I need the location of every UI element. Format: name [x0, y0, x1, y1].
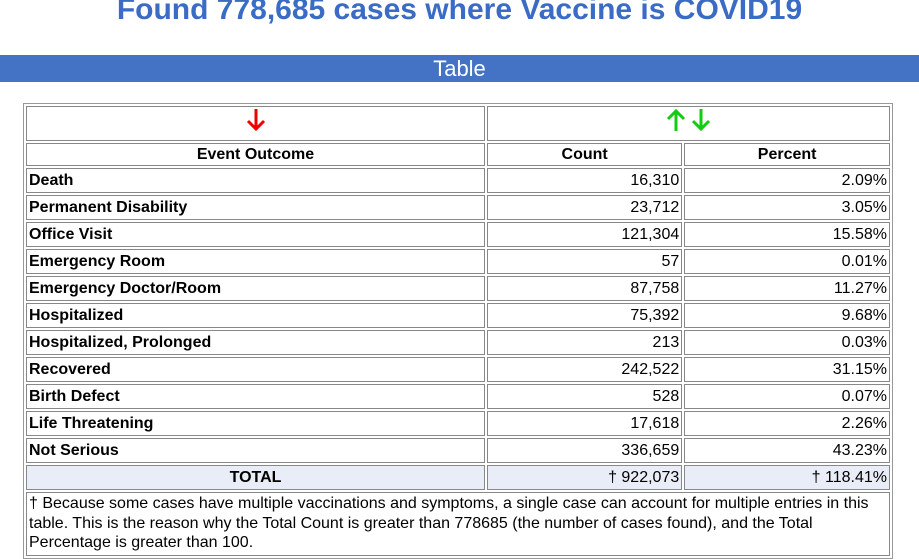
total-label: TOTAL: [26, 465, 485, 490]
data-row: Recovered 242,522 31.15%: [26, 357, 890, 382]
sort-row: [26, 106, 890, 141]
value-cell: 87,758: [487, 276, 683, 301]
outcome-cell: Life Threatening: [26, 411, 485, 436]
outcome-cell: Hospitalized: [26, 303, 485, 328]
column-header: Count: [487, 143, 683, 166]
data-row: Office Visit 121,304 15.58%: [26, 222, 890, 247]
value-cell: 57: [487, 249, 683, 274]
value-cell: 16,310: [487, 168, 683, 193]
value-cell: 17,618: [487, 411, 683, 436]
column-header: Event Outcome: [26, 143, 485, 166]
data-row: Hospitalized, Prolonged 213 0.03%: [26, 330, 890, 355]
value-cell: 75,392: [487, 303, 683, 328]
table-body: Event Outcome Count Percent Death 16,310 2.09…: [26, 106, 890, 556]
header-row: Event Outcome Count Percent: [26, 143, 890, 166]
value-cell: 121,304: [487, 222, 683, 247]
value-cell: 23,712: [487, 195, 683, 220]
sort-desc-icon[interactable]: [246, 107, 266, 133]
total-value: † 922,073: [487, 465, 683, 490]
value-cell: 2.09%: [684, 168, 890, 193]
outcome-cell: Emergency Room: [26, 249, 485, 274]
total-value: † 118.41%: [684, 465, 890, 490]
value-cell: 0.01%: [684, 249, 890, 274]
total-row: TOTAL † 922,073 † 118.41%: [26, 465, 890, 490]
footnote-row: † Because some cases have multiple vacci…: [26, 492, 890, 556]
value-cell: 242,522: [487, 357, 683, 382]
outcome-cell: Hospitalized, Prolonged: [26, 330, 485, 355]
outcome-cell: Recovered: [26, 357, 485, 382]
outcome-cell: Not Serious: [26, 438, 485, 463]
data-row: Emergency Room 57 0.01%: [26, 249, 890, 274]
value-cell: 15.58%: [684, 222, 890, 247]
value-cell: 9.68%: [684, 303, 890, 328]
data-row: Emergency Doctor/Room 87,758 11.27%: [26, 276, 890, 301]
value-cell: 2.26%: [684, 411, 890, 436]
page-title: Found 778,685 cases where Vaccine is COV…: [116, 0, 803, 26]
data-row: Not Serious 336,659 43.23%: [26, 438, 890, 463]
data-row: Life Threatening 17,618 2.26%: [26, 411, 890, 436]
outcome-cell: Permanent Disability: [26, 195, 485, 220]
table-frame: Event Outcome Count Percent Death 16,310 2.09…: [23, 103, 893, 559]
value-cell: 0.03%: [684, 330, 890, 355]
results-table: Event Outcome Count Percent Death 16,310 2.09…: [24, 104, 892, 558]
footnote: † Because some cases have multiple vacci…: [26, 492, 890, 556]
value-cell: 43.23%: [684, 438, 890, 463]
data-row: Permanent Disability 23,712 3.05%: [26, 195, 890, 220]
value-cell: 3.05%: [684, 195, 890, 220]
outcome-cell: Death: [26, 168, 485, 193]
sort-asc-icon[interactable]: [666, 107, 686, 133]
value-cell: 213: [487, 330, 683, 355]
value-cell: 0.07%: [684, 384, 890, 409]
section-bar: Table: [0, 55, 919, 82]
sort-cell: [487, 106, 890, 141]
sort-desc-icon[interactable]: [691, 107, 711, 133]
value-cell: 336,659: [487, 438, 683, 463]
value-cell: 31.15%: [684, 357, 890, 382]
value-cell: 11.27%: [684, 276, 890, 301]
outcome-cell: Birth Defect: [26, 384, 485, 409]
sort-cell: [26, 106, 485, 141]
data-row: Death 16,310 2.09%: [26, 168, 890, 193]
value-cell: 528: [487, 384, 683, 409]
column-header: Percent: [684, 143, 890, 166]
data-row: Hospitalized 75,392 9.68%: [26, 303, 890, 328]
outcome-cell: Office Visit: [26, 222, 485, 247]
outcome-cell: Emergency Doctor/Room: [26, 276, 485, 301]
data-row: Birth Defect 528 0.07%: [26, 384, 890, 409]
